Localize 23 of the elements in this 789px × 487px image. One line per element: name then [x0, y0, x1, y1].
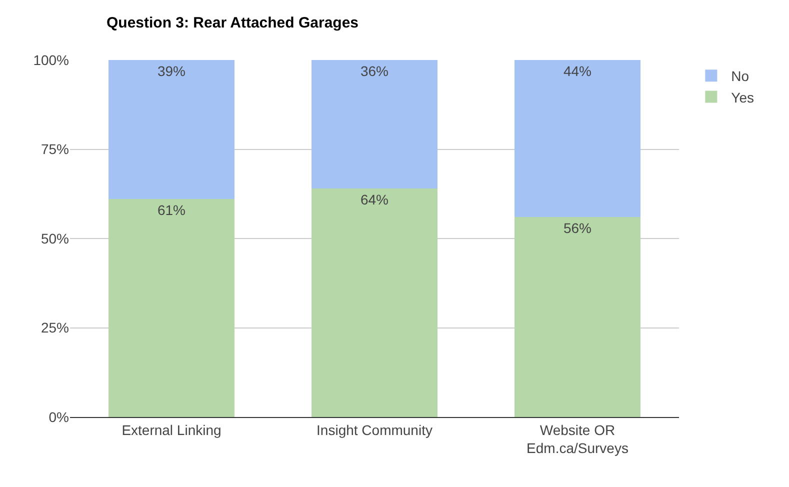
data-label: 36%	[360, 63, 389, 79]
y-tick-label: 50%	[40, 230, 69, 246]
y-tick-label: 25%	[40, 320, 69, 336]
bar	[108, 60, 234, 200]
data-label: 64%	[360, 192, 389, 208]
x-tick-label: Website OR Edm.ca/Surveys	[526, 422, 628, 456]
bar	[514, 217, 640, 417]
legend-label: No	[731, 68, 750, 84]
bar	[312, 60, 438, 189]
bar	[514, 60, 640, 218]
chart-title: Question 3: Rear Attached Garages	[106, 14, 359, 32]
data-label: 61%	[157, 202, 186, 218]
x-tick-label: Insight Community	[316, 422, 432, 438]
bar	[312, 188, 438, 417]
legend-label: Yes	[731, 89, 754, 106]
y-tick-label: 0%	[48, 408, 69, 425]
y-tick-label: 75%	[40, 141, 69, 158]
x-tick-label: External Linking	[122, 422, 222, 438]
data-label: 44%	[563, 63, 592, 79]
y-tick-label: 100%	[33, 52, 69, 68]
data-label: 39%	[157, 63, 186, 79]
data-label: 56%	[563, 220, 592, 236]
bar	[108, 199, 234, 417]
